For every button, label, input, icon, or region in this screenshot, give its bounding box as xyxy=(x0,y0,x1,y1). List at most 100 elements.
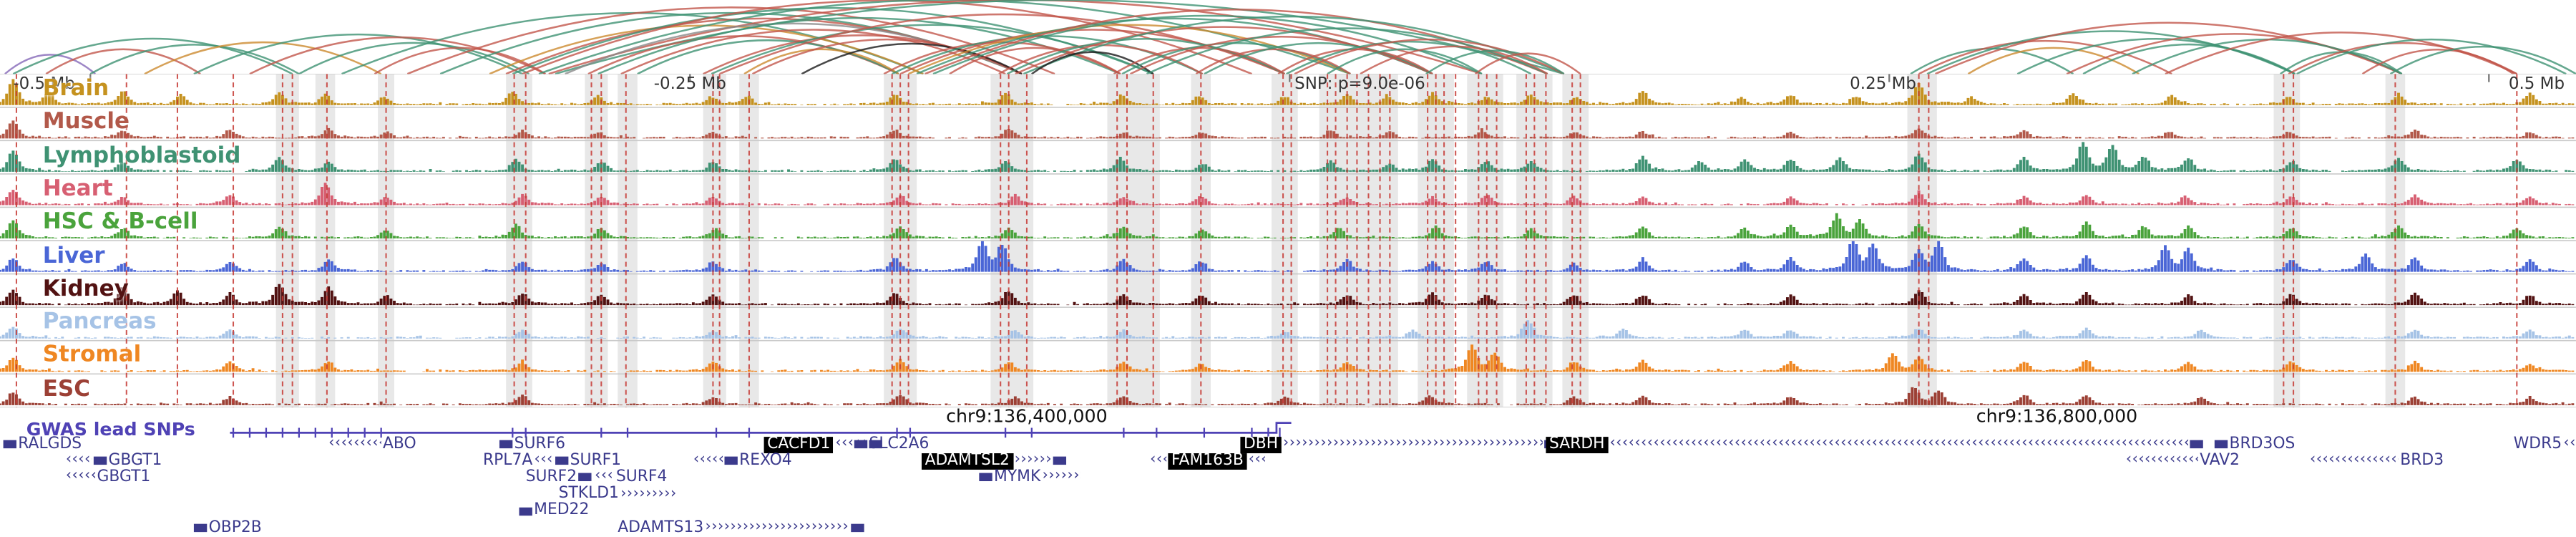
gene-label: BRD3OS xyxy=(2229,434,2296,453)
gene-label: REXO4 xyxy=(739,451,792,470)
interaction-arcs-canvas[interactable] xyxy=(0,0,2576,76)
track-label-pancreas[interactable]: Pancreas xyxy=(42,309,157,336)
ruler-label-minus-0-25mb: -0.25 Mb xyxy=(653,75,726,94)
gene-strand-arrows: ››››››››››› xyxy=(620,487,677,502)
gene-adamts13[interactable]: ADAMTS13›››››››››››››››››››››››››››› xyxy=(618,518,865,536)
gene-exon-box xyxy=(869,440,883,449)
gene-exon-box xyxy=(851,523,865,533)
track-label-brain[interactable]: Brain xyxy=(42,75,109,102)
gene-label: SURF4 xyxy=(615,468,668,486)
gene-label: STKLD1 xyxy=(558,484,619,503)
gene-slc2a6[interactable]: SLC2A6 xyxy=(854,434,930,453)
track-label-muscle[interactable]: Muscle xyxy=(42,109,130,135)
gene-surf1[interactable]: SURF1 xyxy=(555,451,622,470)
track-label-hsc-b-cell[interactable]: HSC & B-cell xyxy=(42,208,198,236)
gene-fam163b[interactable]: ‹‹‹FAM163B‹‹‹ xyxy=(1150,452,1265,470)
gene-label: OBP2B xyxy=(208,518,262,536)
gwas-lead-snps-track-label[interactable]: GWAS lead SNPs xyxy=(26,418,195,440)
track-label-kidney[interactable]: Kidney xyxy=(42,275,129,302)
gene-exon-box xyxy=(578,473,592,482)
gene-strand-arrows: ››››››› xyxy=(1014,453,1051,469)
gene-label: ADAMTSL2 xyxy=(922,452,1013,470)
gene-label: GBGT1 xyxy=(97,468,151,486)
gene-strand-arrows: ‹‹‹‹ xyxy=(595,470,615,485)
gene-surf4[interactable]: ‹‹‹‹SURF4 xyxy=(595,468,668,486)
gene-strand-arrows: ‹‹‹‹‹‹‹‹‹‹‹‹‹‹‹‹‹ xyxy=(2310,453,2399,469)
gene-strand-arrows: ‹‹‹‹‹‹ xyxy=(693,453,723,469)
gene-exon-box xyxy=(3,440,16,449)
signal-track-hsc-b-cell xyxy=(0,213,2575,239)
gene-exon-box xyxy=(854,440,868,449)
signal-track-liver xyxy=(0,241,2575,272)
gene-rpl7a[interactable]: RPL7A‹‹‹‹ xyxy=(482,451,554,470)
gene-strand-arrows: ‹‹‹ xyxy=(1248,453,1265,469)
signal-track-heart xyxy=(0,183,2575,205)
gene-label: DBH xyxy=(1240,435,1282,453)
gene-strand-arrows: ‹‹‹‹‹‹‹‹‹‹‹‹‹‹‹‹‹‹‹‹‹‹‹‹‹‹‹‹‹‹‹‹‹‹‹‹‹‹‹‹… xyxy=(1609,437,2187,452)
gene-label: FAM163B xyxy=(1168,452,1247,470)
gene-obp2b[interactable]: OBP2B xyxy=(193,518,262,536)
gene-exon-box xyxy=(499,440,513,449)
gene-label: MED22 xyxy=(534,501,590,520)
gene-label: MYMK xyxy=(994,468,1041,486)
snp-pvalue-label: SNP: p=9.0e-06 xyxy=(1294,75,1425,94)
gene-label: GBGT1 xyxy=(108,451,162,470)
gene-label: ADAMTS13 xyxy=(618,518,704,536)
gene-label: BRD3 xyxy=(2400,451,2444,470)
gene-label: SURF2 xyxy=(525,468,577,486)
track-label-stromal[interactable]: Stromal xyxy=(42,342,142,369)
gene-label: VAV2 xyxy=(2200,451,2240,470)
gene-surf2[interactable]: SURF2 xyxy=(525,468,592,486)
signal-track-muscle xyxy=(0,120,2575,139)
gene-strand-arrows: ‹‹‹‹‹‹‹‹‹‹ xyxy=(328,437,381,452)
gene-stkld1[interactable]: STKLD1››››››››››› xyxy=(558,484,677,503)
gene-exon-box xyxy=(724,457,738,465)
gene-med22[interactable]: MED22 xyxy=(519,501,590,520)
gene-wdr5[interactable]: WDR5‹‹‹‹‹ xyxy=(2514,435,2576,453)
gene-gbgt1[interactable]: ‹‹‹‹‹‹GBGT1 xyxy=(65,468,151,486)
gene-strand-arrows: ‹‹‹‹‹‹‹‹‹‹‹‹‹‹ xyxy=(2125,453,2198,469)
coordinate-label-left: chr9:136,400,000 xyxy=(946,405,1108,427)
gene-sardh[interactable]: SARDH ‹‹‹‹‹‹‹‹‹‹‹‹‹‹‹‹‹‹‹‹‹‹‹‹‹‹‹‹‹‹‹‹‹‹‹… xyxy=(1546,435,2203,453)
gene-exon-box xyxy=(979,473,992,482)
gene-brd3[interactable]: ‹‹‹‹‹‹‹‹‹‹‹‹‹‹‹‹‹BRD3 xyxy=(2310,451,2444,470)
gene-exon-box xyxy=(193,523,208,533)
gene-strand-arrows: ‹‹‹‹‹‹ xyxy=(65,470,95,485)
ruler-label-0-5mb: 0.5 Mb xyxy=(2508,75,2565,94)
track-label-heart[interactable]: Heart xyxy=(42,175,113,202)
ruler-label-0-25mb: 0.25 Mb xyxy=(1850,75,1916,94)
gene-label: SLC2A6 xyxy=(869,434,930,453)
gene-label: RALGDS xyxy=(18,434,82,453)
gene-strand-arrows: ››››››››››››››››››››››››››››››››››››››››… xyxy=(1283,437,1543,452)
gene-abo[interactable]: ‹‹‹‹‹‹‹‹‹‹ABO xyxy=(328,435,416,453)
track-label-esc[interactable]: ESC xyxy=(42,375,90,402)
gene-label: SURF1 xyxy=(570,451,622,470)
gene-dbh[interactable]: DBH ›››››››››››››››››››››››››››››››››››››… xyxy=(1240,435,1558,453)
gene-rexo4[interactable]: ‹‹‹‹‹‹ REXO4 xyxy=(693,451,792,470)
gene-surf6[interactable]: SURF6 xyxy=(499,434,566,453)
gene-gbgt1[interactable]: ‹‹‹‹‹ GBGT1 xyxy=(65,451,162,470)
gene-label: RPL7A xyxy=(482,451,533,470)
signal-track-esc xyxy=(0,387,2575,405)
gene-exon-box xyxy=(2189,440,2203,449)
gene-strand-arrows: ‹‹‹‹‹ xyxy=(65,453,92,469)
signal-track-stromal xyxy=(0,344,2575,372)
gene-strand-arrows: ‹‹‹ xyxy=(1150,453,1166,469)
signal-track-pancreas xyxy=(0,320,2575,339)
gene-brd3os[interactable]: BRD3OS xyxy=(2214,434,2296,453)
signal-tracks-canvas[interactable] xyxy=(0,74,2576,407)
gene-exon-box xyxy=(2214,440,2228,449)
gene-adamtsl2[interactable]: ADAMTSL2››››››› xyxy=(922,452,1065,470)
gene-vav2[interactable]: ‹‹‹‹‹‹‹‹‹‹‹‹‹‹VAV2 xyxy=(2125,451,2240,470)
track-label-liver[interactable]: Liver xyxy=(42,242,105,269)
gene-exon-box xyxy=(1052,457,1065,465)
gene-label: SURF6 xyxy=(514,434,566,453)
gene-ralgds[interactable]: RALGDS xyxy=(3,434,82,453)
gene-label: SARDH xyxy=(1546,435,1609,453)
gene-mymk[interactable]: MYMK›››››››› xyxy=(979,468,1082,486)
gene-strand-arrows: ›››››››››››››››››››››››››››› xyxy=(705,521,850,536)
gene-exon-box xyxy=(519,507,532,516)
gwas-snp-track-canvas[interactable] xyxy=(0,402,2576,537)
track-label-lymphoblastoid[interactable]: Lymphoblastoid xyxy=(42,142,241,169)
